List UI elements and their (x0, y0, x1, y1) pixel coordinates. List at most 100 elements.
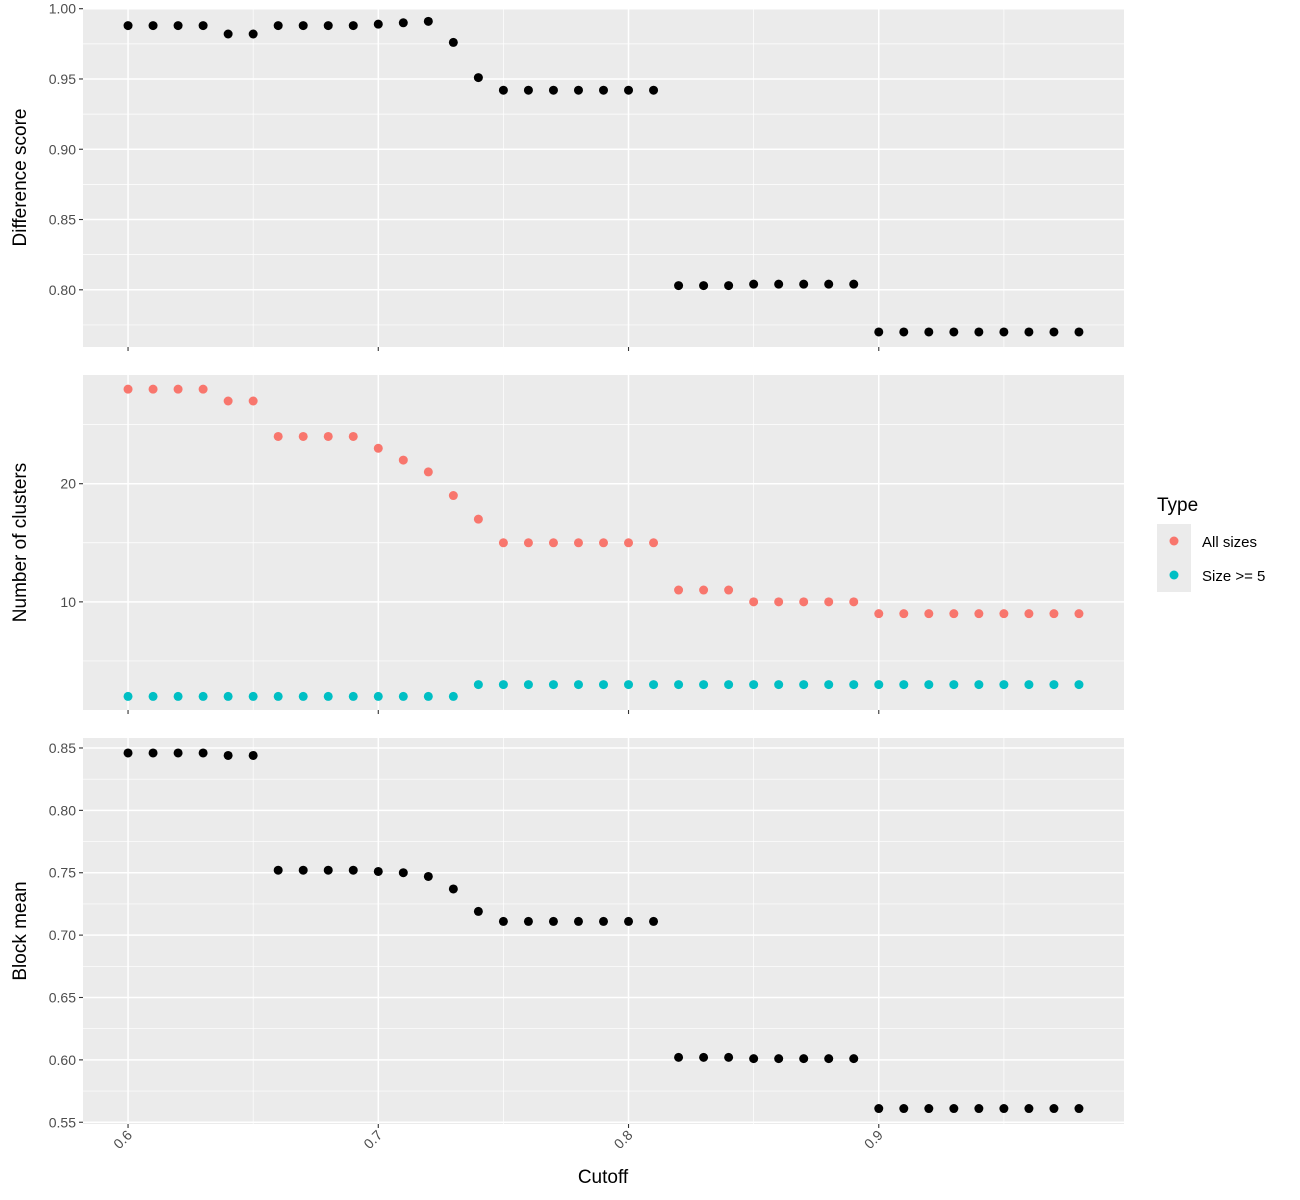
data-point (323, 21, 333, 31)
data-point (123, 691, 133, 701)
data-point (398, 455, 408, 465)
data-point (298, 691, 308, 701)
data-point (273, 21, 283, 31)
data-point (899, 1104, 909, 1114)
data-point (924, 1104, 934, 1114)
panel-background (83, 8, 1124, 347)
data-point (949, 680, 959, 690)
data-point (448, 884, 458, 894)
data-point (999, 1104, 1009, 1114)
y-tick-label: 0.85 (49, 740, 76, 756)
data-point (849, 279, 859, 289)
data-point (624, 85, 634, 95)
y-tick-label: 0.95 (49, 71, 76, 87)
y-tick-label: 0.65 (49, 989, 76, 1005)
data-point (348, 431, 358, 441)
data-point (298, 865, 308, 875)
data-point (148, 384, 158, 394)
data-point (473, 514, 483, 524)
y-tick-label: 20 (60, 476, 76, 492)
y-tick-label: 0.80 (49, 282, 76, 298)
data-point (999, 609, 1009, 619)
data-point (198, 384, 208, 394)
data-point (849, 680, 859, 690)
data-point (398, 868, 408, 878)
y-axis-title: Difference score (10, 109, 31, 247)
data-point (899, 327, 909, 337)
y-tick-label: 1.00 (49, 1, 76, 17)
data-point (1074, 609, 1084, 619)
data-point (1024, 1104, 1034, 1114)
x-tick-label: 0.8 (611, 1127, 636, 1152)
data-point (473, 73, 483, 83)
data-point (248, 29, 258, 39)
data-point (273, 865, 283, 875)
panels: 0.80 0.85 0.90 0.95 1.00 Difference score 10 20… (10, 1, 1124, 1152)
data-point (198, 21, 208, 31)
legend-label-all-sizes: All sizes (1202, 534, 1257, 551)
data-point (824, 279, 834, 289)
data-point (248, 750, 258, 760)
data-point (749, 1054, 759, 1064)
data-point (1049, 1104, 1059, 1114)
data-point (423, 871, 433, 881)
data-point (849, 1054, 859, 1064)
data-point (223, 396, 233, 406)
data-point (774, 597, 784, 607)
data-point (448, 37, 458, 47)
data-point (423, 691, 433, 701)
data-point (498, 538, 508, 548)
x-tick-label: 0.9 (861, 1127, 886, 1152)
data-point (1074, 327, 1084, 337)
data-point (498, 680, 508, 690)
data-point (924, 609, 934, 619)
data-point (874, 680, 884, 690)
panel-2: 10 20 Number of clusters (10, 375, 1124, 714)
data-point (949, 609, 959, 619)
data-point (523, 916, 533, 926)
data-point (173, 748, 183, 758)
data-point (198, 748, 208, 758)
data-point (248, 691, 258, 701)
data-point (799, 1054, 809, 1064)
y-tick-label: 0.80 (49, 802, 76, 818)
data-point (223, 29, 233, 39)
data-point (373, 691, 383, 701)
data-point (749, 680, 759, 690)
data-point (699, 1052, 709, 1062)
legend-title: Type (1157, 495, 1198, 516)
data-point (123, 21, 133, 31)
data-point (724, 585, 734, 595)
data-point (699, 585, 709, 595)
data-point (198, 691, 208, 701)
data-point (774, 1054, 784, 1064)
data-point (624, 538, 634, 548)
data-point (874, 327, 884, 337)
data-point (398, 18, 408, 28)
data-point (649, 85, 659, 95)
data-point (699, 680, 709, 690)
x-axis-title: Cutoff (578, 1167, 629, 1188)
data-point (548, 85, 558, 95)
data-point (473, 680, 483, 690)
data-point (624, 680, 634, 690)
data-point (348, 865, 358, 875)
data-point (999, 680, 1009, 690)
data-point (649, 538, 659, 548)
data-point (1074, 680, 1084, 690)
data-point (649, 680, 659, 690)
y-axis-title: Number of clusters (10, 463, 31, 622)
legend-key-size-5 (1169, 570, 1179, 580)
data-point (599, 680, 608, 690)
data-point (724, 680, 734, 690)
data-point (498, 916, 508, 926)
data-point (924, 327, 934, 337)
panel-3: 0.55 0.60 0.65 0.70 0.75 0.80 0.85 Block mean (10, 738, 1124, 1130)
data-point (1024, 680, 1034, 690)
data-point (123, 384, 133, 394)
data-point (373, 443, 383, 453)
data-point (699, 281, 709, 291)
data-point (949, 1104, 959, 1114)
y-axis-title: Block mean (10, 881, 31, 980)
